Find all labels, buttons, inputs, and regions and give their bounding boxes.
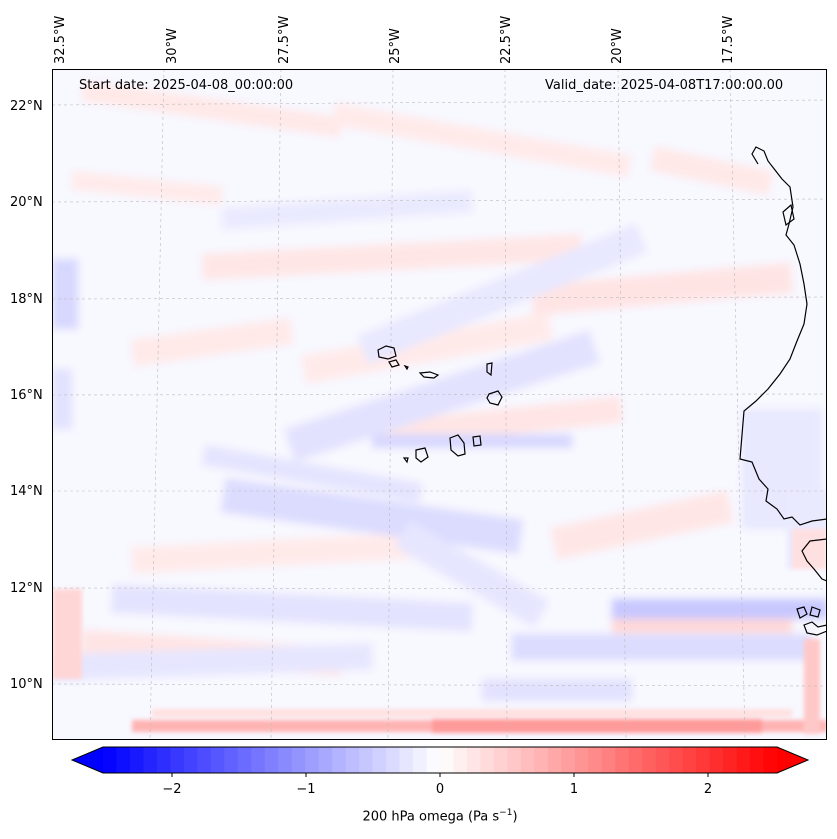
colorbar-tick-neg1: −1	[296, 782, 316, 797]
colorbar-bin	[399, 747, 414, 773]
colorbar-tick-0: 0	[435, 782, 445, 797]
lon-label-27-5w: 27.5°W	[277, 15, 292, 64]
colorbar-bin	[453, 747, 468, 773]
colorbar-bin	[359, 747, 374, 773]
start-date-label: Start date: 2025-04-08_00:00:00	[79, 78, 294, 93]
colorbar-bin	[520, 747, 535, 773]
lat-label-16n: 16°N	[10, 388, 43, 403]
colorbar-label: 200 hPa omega (Pa s−1)	[362, 808, 518, 825]
colorbar-bin	[386, 747, 401, 773]
omega-boundary	[52, 489, 827, 734]
colorbar-bin	[156, 747, 171, 773]
valid-date-label: Valid_date: 2025-04-08T17:00:00.00	[545, 78, 784, 93]
colorbar-bin	[723, 747, 738, 773]
colorbar-bin	[103, 747, 118, 773]
colorbar-bin	[601, 747, 616, 773]
colorbar-bin	[278, 747, 293, 773]
colorbar-bin	[116, 747, 131, 773]
colorbar-bin	[332, 747, 347, 773]
colorbar-bin	[588, 747, 603, 773]
colorbar-bin	[305, 747, 320, 773]
colorbar-bin	[372, 747, 387, 773]
colorbar-bin	[318, 747, 333, 773]
colorbar-bin	[440, 747, 455, 773]
colorbar-bin	[251, 747, 266, 773]
colorbar-tick-1: 1	[569, 782, 579, 797]
map-panel	[52, 69, 827, 740]
colorbar-bin	[129, 747, 145, 773]
colorbar-bin	[574, 747, 589, 773]
colorbar-bin	[642, 747, 657, 773]
cape-verde-islands	[377, 345, 503, 464]
colorbar-extend-min	[72, 747, 103, 773]
colorbar-bin	[345, 747, 360, 773]
omega-map	[52, 69, 827, 740]
lat-label-10n: 10°N	[10, 677, 43, 692]
lon-label-25w: 25°W	[388, 28, 403, 64]
colorbar-bin	[547, 747, 562, 773]
colorbar-bin	[413, 747, 428, 773]
colorbar-bin	[615, 747, 630, 773]
colorbar-bin	[480, 747, 495, 773]
colorbar-bin	[763, 747, 778, 773]
colorbar-bin	[143, 747, 158, 773]
colorbar-bin	[291, 747, 306, 773]
colorbar-bin	[750, 747, 765, 773]
colorbar-bin	[669, 747, 684, 773]
colorbar-tick-2: 2	[703, 782, 713, 797]
lon-label-22-5w: 22.5°W	[499, 15, 514, 64]
lon-label-17-5w: 17.5°W	[721, 15, 736, 64]
colorbar-bin	[426, 747, 441, 773]
lat-label-18n: 18°N	[10, 292, 43, 307]
colorbar-bin	[655, 747, 670, 773]
colorbar-bin	[183, 747, 198, 773]
omega-field	[52, 81, 827, 701]
colorbar-bin	[682, 747, 697, 773]
colorbar-tick-neg2: −2	[162, 782, 182, 797]
lat-label-12n: 12°N	[10, 581, 43, 596]
colorbar-bin	[507, 747, 522, 773]
colorbar-bin	[210, 747, 225, 773]
lon-label-20w: 20°W	[610, 28, 625, 64]
colorbar-bin	[534, 747, 549, 773]
colorbar-bin	[197, 747, 212, 773]
colorbar-bin	[736, 747, 751, 773]
lon-label-30w: 30°W	[165, 28, 180, 64]
colorbar-bin	[224, 747, 239, 773]
lat-label-22n: 22°N	[10, 99, 43, 114]
colorbar-bin	[493, 747, 508, 773]
colorbar-bin	[561, 747, 576, 773]
colorbar-bin	[696, 747, 711, 773]
colorbar	[70, 746, 810, 777]
lat-label-20n: 20°N	[10, 195, 43, 210]
graticule	[52, 69, 827, 740]
colorbar-bin	[264, 747, 279, 773]
colorbar-extend-max	[777, 747, 808, 773]
colorbar-bin	[170, 747, 185, 773]
colorbar-bin	[628, 747, 643, 773]
colorbar-outline	[70, 746, 810, 774]
lat-label-14n: 14°N	[10, 484, 43, 499]
colorbar-bin	[709, 747, 724, 773]
coastline-africa	[739, 146, 827, 636]
colorbar-bin	[237, 747, 252, 773]
colorbar-bin	[466, 747, 482, 773]
lon-label-32-5w: 32.5°W	[53, 15, 68, 64]
